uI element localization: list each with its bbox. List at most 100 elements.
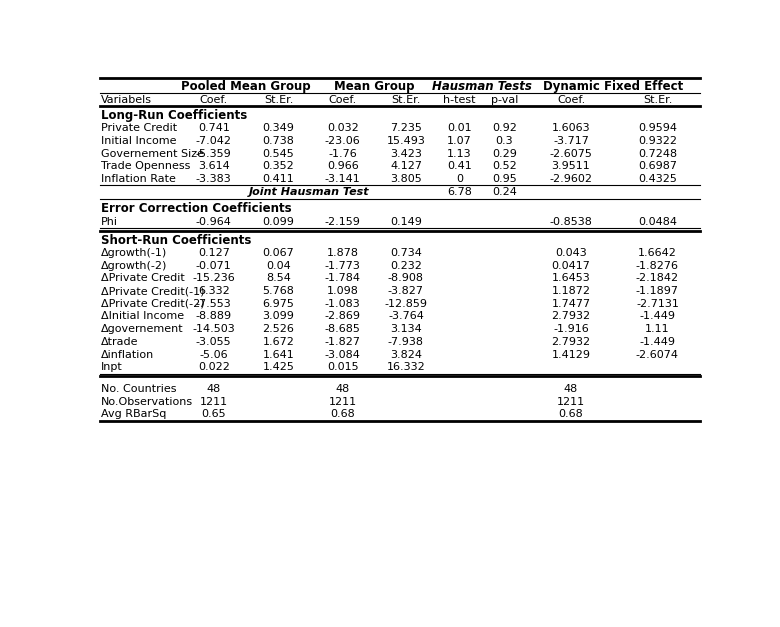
Text: 0.01: 0.01 [447, 124, 472, 134]
Text: -1.827: -1.827 [324, 337, 361, 347]
Text: -2.6075: -2.6075 [550, 149, 593, 159]
Text: 0.65: 0.65 [201, 409, 226, 419]
Text: 1.4129: 1.4129 [551, 350, 590, 359]
Text: 3.614: 3.614 [198, 161, 229, 171]
Text: Coef.: Coef. [557, 95, 585, 105]
Text: p-val: p-val [491, 95, 518, 105]
Text: -2.159: -2.159 [324, 217, 360, 226]
Text: -1.1897: -1.1897 [636, 286, 679, 296]
Text: 15.493: 15.493 [387, 136, 425, 146]
Text: 1.425: 1.425 [263, 362, 294, 372]
Text: 0.29: 0.29 [492, 149, 517, 159]
Text: 2.7932: 2.7932 [551, 337, 590, 347]
Text: 6.975: 6.975 [263, 298, 294, 308]
Text: -1.784: -1.784 [324, 273, 361, 283]
Text: -7.553: -7.553 [196, 298, 232, 308]
Text: Avg RBarSq: Avg RBarSq [101, 409, 167, 419]
Text: St.Er.: St.Er. [392, 95, 420, 105]
Text: 3.9511: 3.9511 [551, 161, 590, 171]
Text: -0.8538: -0.8538 [550, 217, 593, 226]
Text: 0.232: 0.232 [390, 261, 422, 271]
Text: ΔPrivate Credit: ΔPrivate Credit [101, 273, 185, 283]
Text: -8.908: -8.908 [388, 273, 424, 283]
Text: 3.099: 3.099 [263, 312, 294, 322]
Text: -3.383: -3.383 [196, 174, 232, 184]
Text: 0.545: 0.545 [263, 149, 294, 159]
Text: -14.503: -14.503 [193, 324, 235, 334]
Text: 2.526: 2.526 [263, 324, 294, 334]
Text: 48: 48 [564, 384, 578, 394]
Text: No. Countries: No. Countries [101, 384, 177, 394]
Text: -5.06: -5.06 [200, 350, 228, 359]
Text: 0.032: 0.032 [327, 124, 359, 134]
Text: 3.805: 3.805 [390, 174, 422, 184]
Text: 1.6453: 1.6453 [551, 273, 590, 283]
Text: Long-Run Coefficients: Long-Run Coefficients [101, 109, 247, 122]
Text: Initial Income: Initial Income [101, 136, 177, 146]
Text: Δtrade: Δtrade [101, 337, 139, 347]
Text: -0.071: -0.071 [196, 261, 232, 271]
Text: 8.54: 8.54 [266, 273, 291, 283]
Text: 48: 48 [335, 384, 350, 394]
Text: 1211: 1211 [328, 397, 357, 407]
Text: -2.9602: -2.9602 [550, 174, 593, 184]
Text: -0.964: -0.964 [196, 217, 232, 226]
Text: 0.966: 0.966 [327, 161, 359, 171]
Text: 0.9594: 0.9594 [638, 124, 677, 134]
Text: 0.68: 0.68 [558, 409, 583, 419]
Text: -5.359: -5.359 [196, 149, 232, 159]
Text: 2.7932: 2.7932 [551, 312, 590, 322]
Text: No.Observations: No.Observations [101, 397, 193, 407]
Text: 1211: 1211 [557, 397, 585, 407]
Text: -3.717: -3.717 [553, 136, 589, 146]
Text: 1.11: 1.11 [645, 324, 670, 334]
Text: 7.235: 7.235 [390, 124, 422, 134]
Text: 1.878: 1.878 [327, 248, 359, 258]
Text: 0.41: 0.41 [447, 161, 472, 171]
Text: Error Correction Coefficients: Error Correction Coefficients [101, 203, 292, 216]
Text: 1.672: 1.672 [263, 337, 294, 347]
Text: -1.916: -1.916 [553, 324, 589, 334]
Text: 1.6642: 1.6642 [638, 248, 677, 258]
Text: ΔPrivate Credit(-1): ΔPrivate Credit(-1) [101, 286, 205, 296]
Text: 0.043: 0.043 [555, 248, 587, 258]
Text: -1.8276: -1.8276 [636, 261, 679, 271]
Text: Δgrowth(-2): Δgrowth(-2) [101, 261, 168, 271]
Text: -3.827: -3.827 [388, 286, 424, 296]
Text: Trade Openness: Trade Openness [101, 161, 191, 171]
Text: Short-Run Coefficients: Short-Run Coefficients [101, 234, 252, 247]
Text: 0.04: 0.04 [266, 261, 291, 271]
Text: Governement Size: Governement Size [101, 149, 204, 159]
Text: Hausman Tests: Hausman Tests [432, 80, 532, 93]
Text: -2.1842: -2.1842 [636, 273, 679, 283]
Text: 0.022: 0.022 [198, 362, 229, 372]
Text: 0.349: 0.349 [263, 124, 294, 134]
Text: 0.6987: 0.6987 [638, 161, 677, 171]
Text: 1.7477: 1.7477 [551, 298, 590, 308]
Text: 6.78: 6.78 [447, 187, 472, 198]
Text: 1.1872: 1.1872 [551, 286, 590, 296]
Text: Pooled Mean Group: Pooled Mean Group [181, 80, 310, 93]
Text: 0.9322: 0.9322 [638, 136, 677, 146]
Text: 0.52: 0.52 [492, 161, 516, 171]
Text: -2.6074: -2.6074 [636, 350, 679, 359]
Text: Variabels: Variabels [101, 95, 152, 105]
Text: 0.92: 0.92 [492, 124, 517, 134]
Text: 3.423: 3.423 [390, 149, 422, 159]
Text: -7.042: -7.042 [196, 136, 232, 146]
Text: St.Er.: St.Er. [264, 95, 293, 105]
Text: Inflation Rate: Inflation Rate [101, 174, 176, 184]
Text: 0: 0 [456, 174, 463, 184]
Text: 0.0417: 0.0417 [551, 261, 590, 271]
Text: 3.134: 3.134 [390, 324, 422, 334]
Text: 0.741: 0.741 [198, 124, 229, 134]
Text: Inpt: Inpt [101, 362, 123, 372]
Text: ΔPrivate Credit(-2): ΔPrivate Credit(-2) [101, 298, 205, 308]
Text: 0.099: 0.099 [263, 217, 294, 226]
Text: Δgrowth(-1): Δgrowth(-1) [101, 248, 168, 258]
Text: 0.3: 0.3 [495, 136, 513, 146]
Text: 0.0484: 0.0484 [638, 217, 677, 226]
Text: Δinflation: Δinflation [101, 350, 154, 359]
Text: -1.083: -1.083 [325, 298, 360, 308]
Text: 3.824: 3.824 [390, 350, 422, 359]
